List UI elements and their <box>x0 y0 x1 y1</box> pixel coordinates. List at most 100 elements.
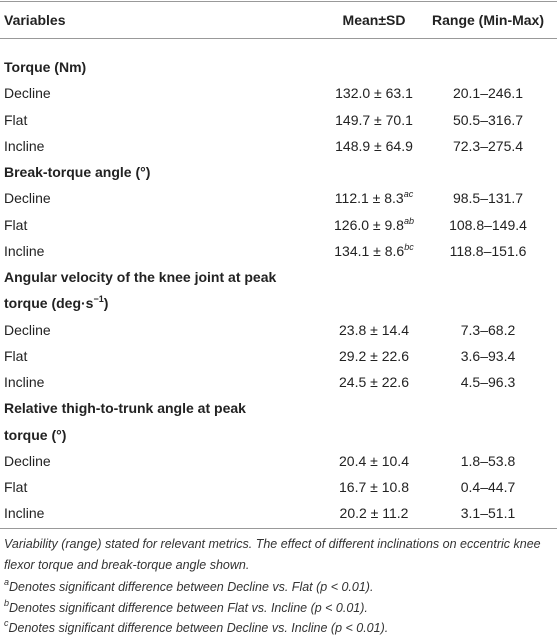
range-cell: 72.3–275.4 <box>453 137 523 155</box>
section-title: torque (deg·s−1) <box>4 294 108 312</box>
mean-value: 132.0 ± 63.1 <box>335 85 413 102</box>
label-cell: Incline <box>4 373 44 391</box>
row-label: Flat <box>4 111 28 128</box>
range-cell: 50.5–316.7 <box>453 111 523 129</box>
title-text: torque (°) <box>4 426 67 443</box>
range-cell: 4.5–96.3 <box>461 373 516 391</box>
mean-cell: 16.7 ± 10.8 <box>339 478 409 496</box>
section-title: Relative thigh-to-trunk angle at peak <box>4 399 246 417</box>
rule <box>0 38 557 39</box>
range-value: 20.1–246.1 <box>452 85 524 102</box>
label-cell: Decline <box>4 321 51 339</box>
mean-cell: 20.4 ± 10.4 <box>339 452 409 470</box>
label-cell: Flat <box>4 347 27 365</box>
section-title: torque (°) <box>4 426 66 444</box>
row-label: Incline <box>4 374 45 390</box>
header-cell: Range (Min-Max) <box>432 11 544 29</box>
superscript: −1 <box>93 294 104 305</box>
footnote-mark: c <box>4 618 9 628</box>
range-value: 108.8–149.4 <box>449 216 527 233</box>
range-cell: 0.4–44.7 <box>461 478 516 496</box>
note-text: Variability (range) stated for relevant … <box>4 537 541 572</box>
footnote-mark: b <box>4 597 10 608</box>
title-text: ) <box>103 295 109 312</box>
label-cell: Incline <box>4 242 44 260</box>
range-value: 0.4–44.7 <box>460 479 516 495</box>
mean-cell: 134.1 ± 8.6bc <box>334 242 413 260</box>
section-title: Angular velocity of the knee joint at pe… <box>4 268 276 286</box>
footnote-text: Denotes significant difference between F… <box>9 600 368 615</box>
mean-cell: 132.0 ± 63.1 <box>335 84 413 102</box>
footnote-text: Denotes significant difference between D… <box>9 580 374 594</box>
mean-value: 126.0 ± 9.8 <box>334 216 404 233</box>
range-value: 3.1–51.1 <box>460 505 516 522</box>
label-cell: Incline <box>4 504 44 522</box>
title-text: Break-torque angle (°) <box>4 164 151 180</box>
label-cell: Decline <box>4 189 51 207</box>
row-label: Incline <box>4 505 45 522</box>
significance-mark: bc <box>404 241 414 252</box>
row-label: Decline <box>4 452 51 469</box>
mean-value: 16.7 ± 10.8 <box>339 479 409 495</box>
range-value: 98.5–131.7 <box>452 190 524 207</box>
label-cell: Flat <box>4 216 27 234</box>
row-label: Decline <box>4 190 51 207</box>
label-cell: Decline <box>4 84 51 102</box>
row-label: Flat <box>4 347 28 364</box>
mean-cell: 148.9 ± 64.9 <box>335 137 413 155</box>
range-value: 3.6–93.4 <box>460 347 516 364</box>
section-title: Torque (Nm) <box>4 58 86 76</box>
table-note: Variability (range) stated for relevant … <box>4 534 554 576</box>
mean-cell: 112.1 ± 8.3ac <box>335 189 413 207</box>
footnote-text: Denotes significant difference between D… <box>8 621 389 635</box>
label-cell: Incline <box>4 137 44 155</box>
footnote-mark: a <box>4 577 10 587</box>
range-value: 50.5–316.7 <box>452 111 524 128</box>
mean-value: 134.1 ± 8.6 <box>334 242 405 259</box>
footnote: bDenotes significant difference between … <box>4 598 554 619</box>
header-cell: Variables <box>4 11 66 29</box>
section-title: Break-torque angle (°) <box>4 163 150 181</box>
range-cell: 20.1–246.1 <box>453 84 523 102</box>
mean-cell: 126.0 ± 9.8ab <box>334 216 414 234</box>
rule <box>0 528 557 529</box>
mean-value: 149.7 ± 70.1 <box>335 111 413 128</box>
mean-cell: 29.2 ± 22.6 <box>339 347 409 365</box>
range-cell: 98.5–131.7 <box>453 189 523 207</box>
mean-value: 23.8 ± 14.4 <box>339 321 409 338</box>
row-label: Incline <box>4 242 45 259</box>
range-value: 4.5–96.3 <box>460 374 516 390</box>
significance-mark: ac <box>403 189 414 200</box>
mean-value: 29.2 ± 22.6 <box>339 347 409 364</box>
footnote: cDenotes significant difference between … <box>4 618 554 635</box>
row-label: Decline <box>4 85 51 102</box>
range-cell: 7.3–68.2 <box>461 321 516 339</box>
range-cell: 1.8–53.8 <box>461 452 516 470</box>
row-label: Incline <box>4 137 45 154</box>
range-cell: 118.8–151.6 <box>450 242 527 260</box>
label-cell: Flat <box>4 111 27 129</box>
header-text: Variables <box>4 12 66 28</box>
significance-mark: ab <box>403 215 414 226</box>
title-text: Relative thigh-to-trunk angle at peak <box>4 400 246 417</box>
mean-value: 148.9 ± 64.9 <box>335 137 413 154</box>
rule <box>0 1 557 2</box>
title-text: Angular velocity of the knee joint at pe… <box>4 269 277 285</box>
mean-cell: 149.7 ± 70.1 <box>335 111 413 129</box>
title-text: torque (deg·s <box>4 295 94 312</box>
row-label: Decline <box>4 321 51 338</box>
range-cell: 108.8–149.4 <box>449 216 527 234</box>
footnote: aDenotes significant difference between … <box>4 577 554 598</box>
label-cell: Decline <box>4 452 51 470</box>
header-text: Mean±SD <box>342 12 406 28</box>
row-label: Flat <box>4 216 28 233</box>
header-cell: Mean±SD <box>343 11 406 29</box>
range-value: 118.8–151.6 <box>449 242 527 259</box>
mean-value: 112.1 ± 8.3 <box>334 190 404 207</box>
range-value: 1.8–53.8 <box>460 452 516 469</box>
row-label: Flat <box>4 479 28 495</box>
range-value: 7.3–68.2 <box>460 321 516 338</box>
mean-cell: 24.5 ± 22.6 <box>339 373 409 391</box>
mean-value: 20.2 ± 11.2 <box>339 505 409 522</box>
